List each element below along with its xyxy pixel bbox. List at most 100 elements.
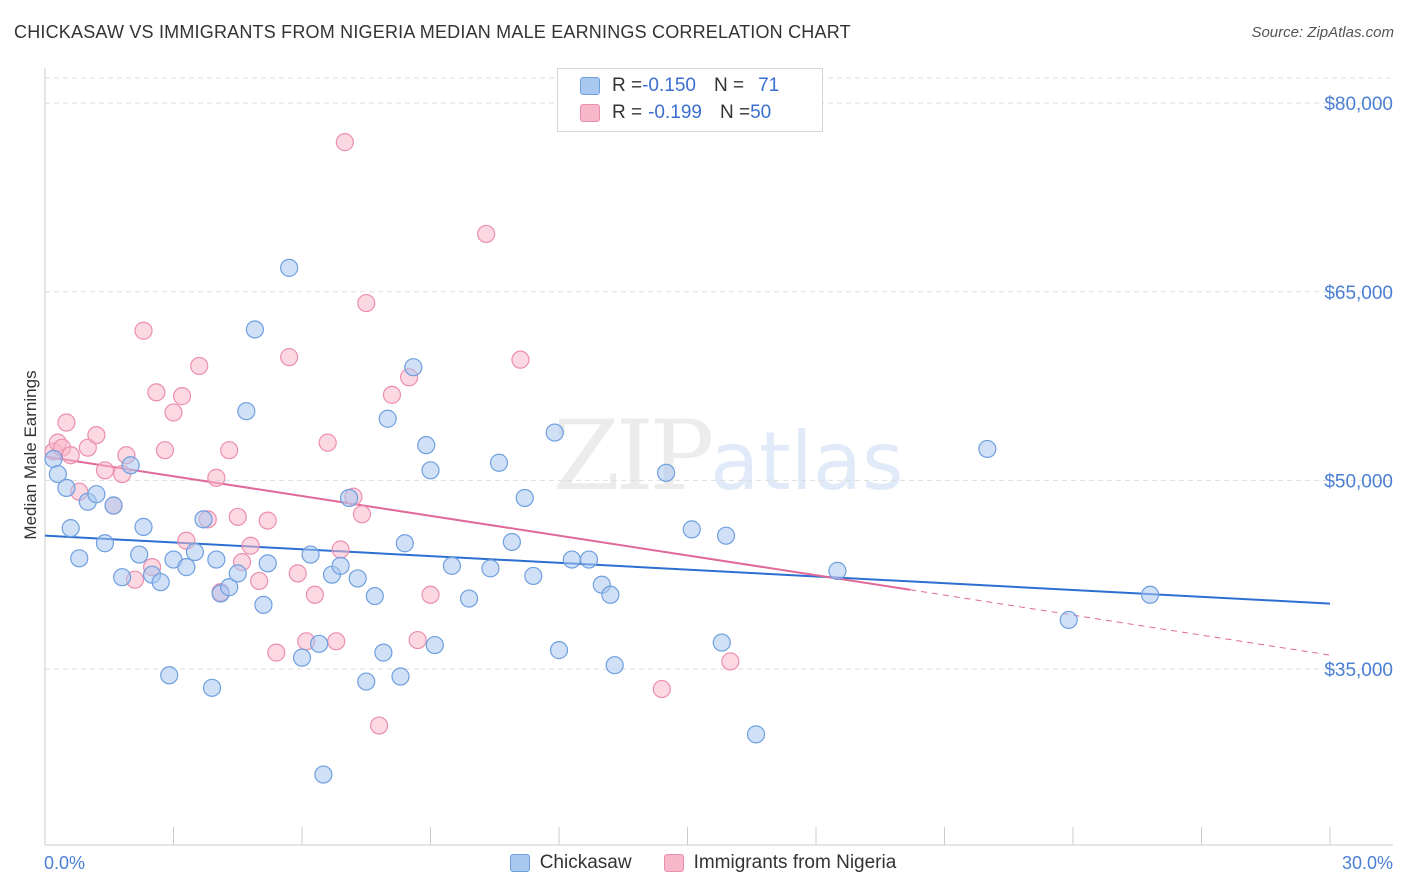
point-nigeria <box>250 571 269 591</box>
point-nigeria <box>382 385 402 404</box>
point-chickasaw <box>177 558 196 577</box>
point-chickasaw <box>48 464 67 484</box>
point-chickasaw <box>237 402 256 421</box>
legend-n-label: N = <box>719 102 751 123</box>
point-chickasaw <box>489 453 509 472</box>
point-nigeria <box>241 536 260 555</box>
point-chickasaw <box>151 573 170 592</box>
point-nigeria <box>721 652 740 671</box>
point-chickasaw <box>1140 585 1160 604</box>
point-chickasaw <box>481 559 500 578</box>
point-chickasaw <box>254 595 273 614</box>
point-nigeria <box>421 585 440 604</box>
point-chickasaw <box>280 258 299 277</box>
series-legend: Chickasaw Immigrants from Nigeria <box>0 852 1406 874</box>
trend-line-nigeria <box>44 455 911 591</box>
legend-item-nigeria[interactable]: Immigrants from Nigeria <box>663 852 897 874</box>
point-nigeria <box>207 468 226 487</box>
point-nigeria <box>147 383 166 402</box>
point-chickasaw <box>716 526 736 545</box>
watermark: ZIPatlas <box>553 400 904 512</box>
point-chickasaw <box>220 578 239 597</box>
point-nigeria <box>331 540 350 559</box>
point-nigeria <box>357 293 376 313</box>
legend-item-chickasaw[interactable]: Chickasaw <box>509 852 632 874</box>
legend-n-label: N = <box>713 75 745 96</box>
point-nigeria <box>95 461 115 480</box>
point-chickasaw <box>459 589 479 608</box>
point-chickasaw <box>656 463 676 482</box>
point-chickasaw <box>425 635 444 655</box>
point-nigeria <box>228 507 247 526</box>
point-nigeria <box>78 438 97 457</box>
point-chickasaw <box>95 534 115 553</box>
point-chickasaw <box>310 634 329 653</box>
point-chickasaw <box>978 439 997 459</box>
point-nigeria <box>318 433 337 452</box>
legend-r-label: R = <box>612 75 643 96</box>
point-nigeria <box>335 133 354 152</box>
point-chickasaw <box>391 667 410 686</box>
y-axis-title: Median Male Earnings <box>21 370 40 539</box>
point-chickasaw <box>562 550 581 569</box>
point-nigeria <box>370 716 389 735</box>
point-chickasaw <box>746 725 766 744</box>
point-chickasaw <box>365 586 384 606</box>
point-chickasaw <box>712 633 731 652</box>
point-nigeria <box>408 630 427 650</box>
point-chickasaw <box>421 461 440 480</box>
point-nigeria <box>652 679 671 699</box>
y-tick-label: $50,000 <box>1324 471 1393 492</box>
point-chickasaw <box>549 641 569 660</box>
chart-title: CHICKASAW VS IMMIGRANTS FROM NIGERIA MED… <box>14 22 851 42</box>
point-nigeria <box>511 350 530 369</box>
legend-r-value: -0.199 <box>648 102 702 123</box>
point-chickasaw <box>70 549 89 568</box>
y-tick-label: $65,000 <box>1324 283 1393 304</box>
point-nigeria <box>288 564 307 583</box>
point-chickasaw <box>301 545 320 564</box>
point-chickasaw <box>134 517 153 536</box>
point-nigeria <box>305 585 324 604</box>
point-chickasaw <box>524 566 543 586</box>
legend-r-value: -0.150 <box>642 75 696 96</box>
point-chickasaw <box>442 556 462 575</box>
legend-r-label: R = <box>612 102 643 123</box>
point-chickasaw <box>61 519 80 538</box>
point-chickasaw <box>378 409 397 428</box>
point-chickasaw <box>682 520 701 539</box>
point-nigeria <box>190 356 209 376</box>
point-chickasaw <box>331 556 350 575</box>
legend-swatch-pink <box>663 854 684 872</box>
point-chickasaw <box>545 423 564 442</box>
legend-n-value: 71 <box>758 75 780 96</box>
point-chickasaw <box>194 510 213 529</box>
legend-row-nigeria: R = -0.199 N = 50 <box>580 100 771 126</box>
point-chickasaw <box>515 488 534 508</box>
point-chickasaw <box>87 485 106 504</box>
point-chickasaw <box>44 449 63 469</box>
point-chickasaw <box>348 569 367 588</box>
point-chickasaw <box>112 568 132 587</box>
point-chickasaw <box>395 534 414 553</box>
point-chickasaw <box>258 554 277 573</box>
point-chickasaw <box>340 488 359 508</box>
legend-swatch-blue <box>509 854 530 872</box>
legend-swatch-pink <box>580 104 600 122</box>
point-chickasaw <box>579 550 599 569</box>
point-chickasaw <box>185 542 205 562</box>
point-nigeria <box>267 643 286 662</box>
point-chickasaw <box>207 550 226 569</box>
point-chickasaw <box>601 585 620 604</box>
legend-label-nigeria: Immigrants from Nigeria <box>693 852 897 873</box>
legend-n-value: 50 <box>750 102 772 123</box>
stats-legend: R = -0.150 N = 71 R = -0.199 N = 50 <box>557 68 823 132</box>
y-tick-label: $80,000 <box>1324 94 1393 115</box>
y-tick-label: $35,000 <box>1324 660 1393 681</box>
point-chickasaw <box>357 672 376 691</box>
data-points <box>44 133 1160 784</box>
watermark-atlas: atlas <box>710 415 904 508</box>
point-nigeria <box>280 348 299 367</box>
x-tick-label: 0.0% <box>44 853 85 873</box>
point-chickasaw <box>104 496 123 515</box>
